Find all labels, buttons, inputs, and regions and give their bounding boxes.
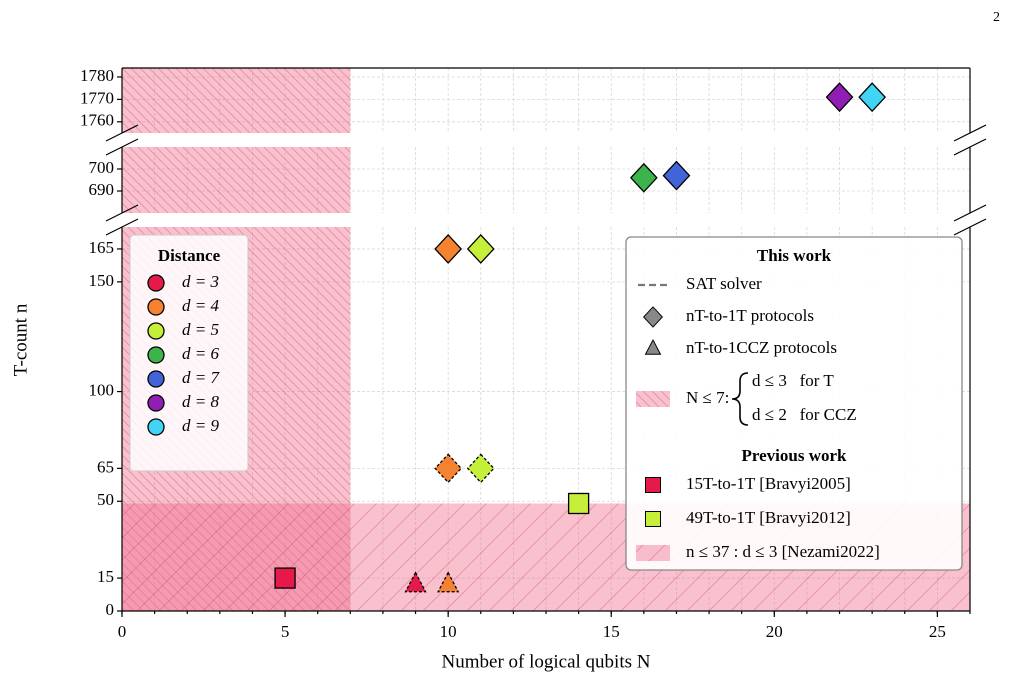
region — [636, 545, 670, 561]
legend-label: d = 7 — [182, 368, 220, 387]
x-tick-label: 25 — [929, 622, 946, 641]
y-tick-label: 1770 — [80, 88, 114, 107]
axis-break — [953, 218, 987, 236]
circle-marker — [147, 322, 165, 340]
y-tick-label: 690 — [89, 180, 115, 199]
diamond-marker — [629, 162, 658, 193]
circle-marker — [147, 418, 165, 436]
diamond-marker — [858, 82, 887, 113]
region — [122, 68, 351, 133]
diamond-marker — [434, 233, 463, 264]
region-hatch — [636, 391, 670, 407]
circle-marker — [147, 346, 165, 364]
y-tick-label: 700 — [89, 158, 115, 177]
square-marker — [645, 477, 661, 493]
legend-label: d = 3 — [182, 272, 219, 291]
diamond-marker — [466, 453, 495, 484]
legend-label: nT-to-1T protocols — [686, 306, 814, 325]
axis-break — [105, 124, 139, 142]
region — [122, 147, 351, 213]
axis-break — [105, 218, 139, 236]
legend-label: 49T-to-1T [Bravyi2012] — [686, 508, 851, 527]
x-tick-label: 10 — [440, 622, 457, 641]
legend-label: d = 6 — [182, 344, 219, 363]
diamond-marker — [434, 453, 463, 484]
axis-break — [105, 138, 139, 156]
circle-marker — [147, 298, 165, 316]
legend-label: 15T-to-1T [Bravyi2005] — [686, 474, 851, 493]
region-hatch — [636, 545, 670, 561]
legend-case: d ≤ 3 for T — [752, 371, 834, 390]
x-tick-label: 5 — [281, 622, 290, 641]
x-tick-label: 20 — [766, 622, 783, 641]
legend-label: d = 8 — [182, 392, 219, 411]
y-tick-label: 165 — [89, 238, 115, 257]
legend-label: N ≤ 7: — [686, 388, 729, 407]
y-tick-label: 65 — [97, 457, 114, 476]
legend-box — [625, 236, 963, 571]
square-marker — [645, 511, 661, 527]
legend-label: d = 4 — [182, 296, 219, 315]
triangle-marker — [437, 571, 460, 593]
legend-label: SAT solver — [686, 274, 762, 293]
axis-break — [953, 124, 987, 142]
y-tick-label: 1780 — [80, 66, 114, 85]
legend-label: n ≤ 37 : d ≤ 3 [Nezami2022] — [686, 542, 880, 561]
x-tick-label: 0 — [118, 622, 127, 641]
legend-label: nT-to-1CCZ protocols — [686, 338, 837, 357]
y-tick-label: 50 — [97, 490, 114, 509]
y-tick-label: 100 — [89, 380, 115, 399]
region-hatch — [122, 147, 351, 213]
triangle-marker — [404, 571, 427, 593]
circle-marker — [147, 394, 165, 412]
region-hatch — [122, 68, 351, 133]
y-tick-label: 150 — [89, 271, 115, 290]
brace — [731, 372, 749, 426]
legend-section-title: This work — [757, 246, 832, 265]
legend-title: Distance — [158, 246, 221, 265]
square-marker — [274, 567, 296, 589]
page-number: 2 — [993, 10, 1000, 25]
triangle-marker — [644, 338, 662, 355]
legend-label: d = 5 — [182, 320, 219, 339]
region — [636, 391, 670, 407]
diamond-marker — [825, 82, 854, 113]
legend-section-title: Previous work — [742, 446, 848, 465]
circle-marker — [147, 274, 165, 292]
y-tick-label: 15 — [97, 567, 114, 586]
axis-break — [953, 204, 987, 222]
diamond-marker — [643, 306, 663, 328]
diamond-marker — [662, 160, 691, 191]
circle-marker — [147, 370, 165, 388]
axis-break — [953, 138, 987, 156]
y-axis-label: T-count n — [10, 303, 31, 376]
y-tick-label: 0 — [106, 600, 115, 619]
y-tick-label: 1760 — [80, 111, 114, 130]
legend-label: d = 9 — [182, 416, 219, 435]
diamond-marker — [466, 233, 495, 264]
axis-break — [105, 204, 139, 222]
legend-case: d ≤ 2 for CCZ — [752, 405, 857, 424]
legend-box — [129, 234, 249, 472]
x-axis-label: Number of logical qubits N — [442, 651, 651, 672]
square-marker — [567, 492, 590, 515]
x-tick-label: 15 — [603, 622, 620, 641]
